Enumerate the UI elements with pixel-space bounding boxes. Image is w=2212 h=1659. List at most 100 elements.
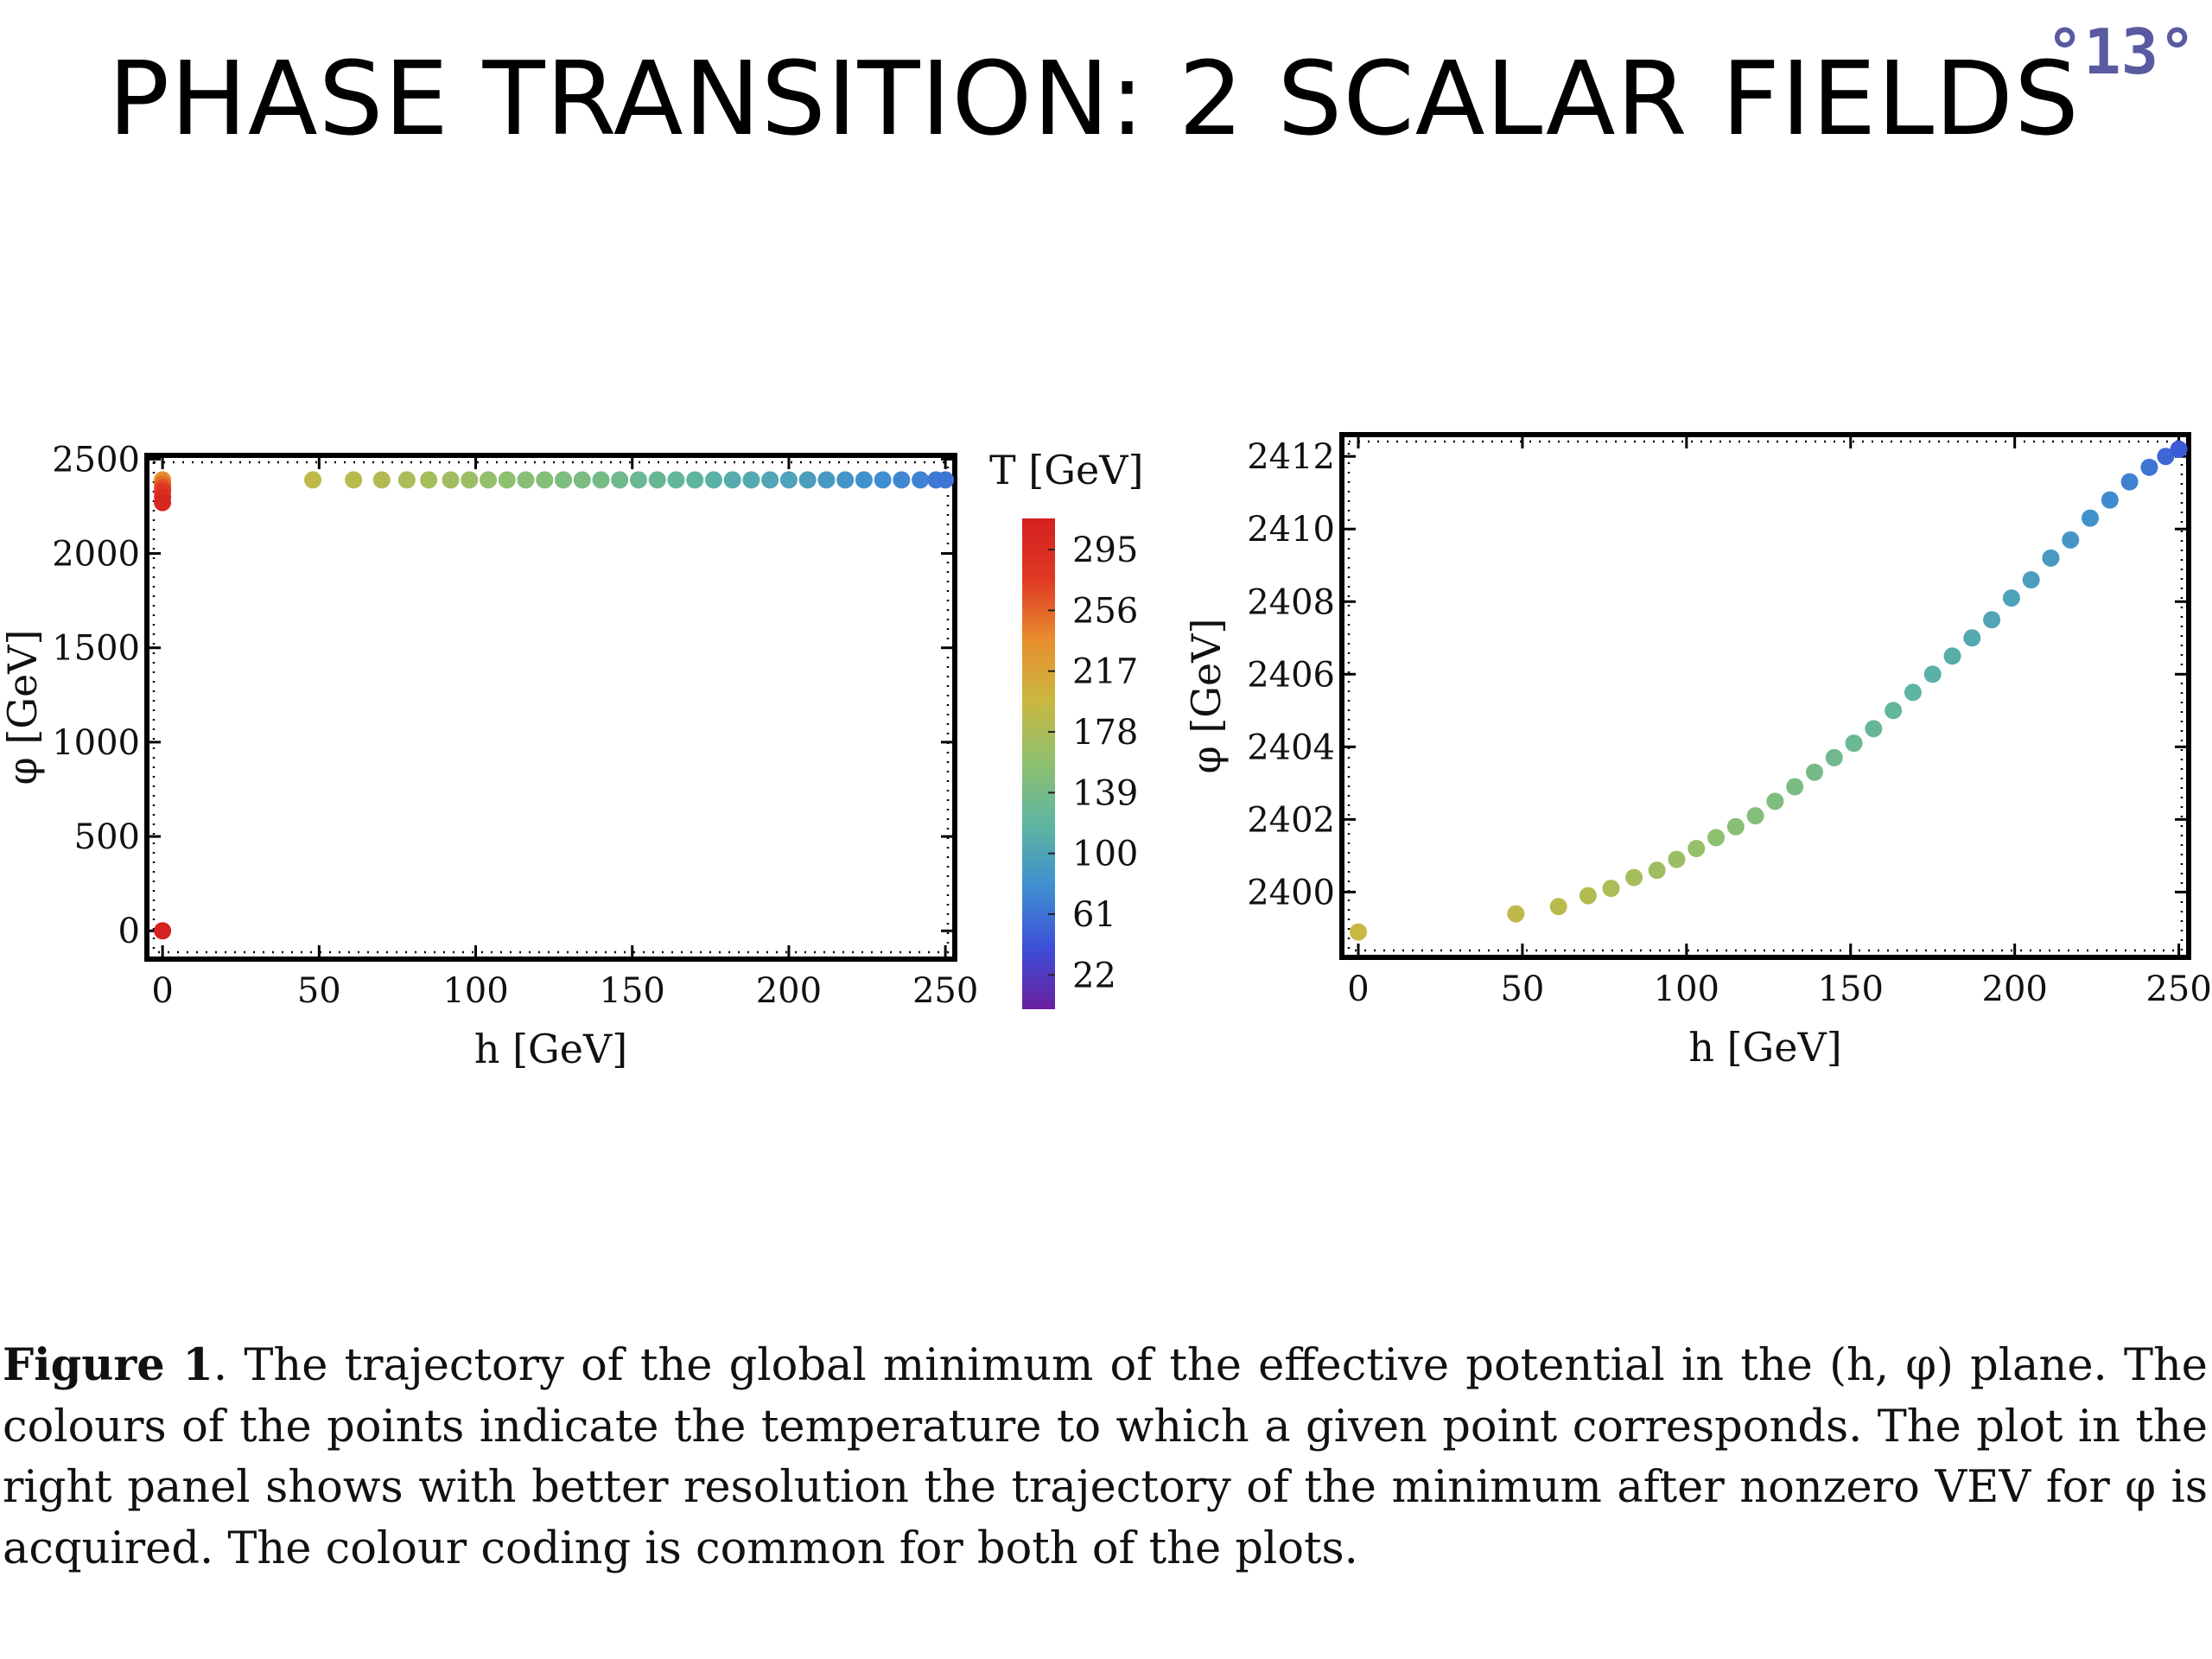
- y-tick-label: 2406: [1247, 655, 1335, 695]
- data-point: [893, 471, 911, 489]
- x-tick-label: 200: [756, 971, 822, 1011]
- colorbar-tick-label: 100: [1072, 835, 1138, 874]
- data-point: [1983, 611, 2001, 629]
- data-point: [779, 471, 798, 489]
- data-point: [629, 471, 647, 489]
- caption-label: Figure 1: [3, 1339, 213, 1391]
- data-point: [2002, 589, 2020, 607]
- data-point: [1845, 734, 1863, 753]
- data-point: [1668, 850, 1686, 868]
- data-point: [1648, 861, 1666, 880]
- colorbar: 22 61 100 139 178 217 256 295 T [GeV]: [989, 447, 1143, 1009]
- y-tick-label: 2412: [1247, 437, 1335, 477]
- x-tick-label: 100: [1654, 969, 1719, 1009]
- data-point: [1766, 792, 1784, 810]
- colorbar-tick-label: 178: [1072, 713, 1138, 753]
- data-point: [855, 471, 873, 489]
- y-tick-label: 500: [74, 817, 140, 857]
- data-point: [1688, 839, 1706, 857]
- data-point: [304, 471, 322, 489]
- x-tick-label: 200: [1982, 969, 2048, 1009]
- x-tick-label: 0: [1347, 969, 1369, 1009]
- colorbar-tick-label: 61: [1072, 895, 1116, 935]
- x-axis-label: h [GeV]: [1688, 1024, 1841, 1071]
- data-point: [912, 471, 930, 489]
- data-point: [1602, 880, 1620, 898]
- data-point: [1963, 629, 1981, 647]
- y-tick-label: 2400: [1247, 873, 1335, 912]
- data-point: [2042, 549, 2060, 567]
- data-point: [345, 471, 363, 489]
- colorbar-gradient: [1022, 518, 1055, 1009]
- slide-title: PHASE TRANSITION: 2 SCALAR FIELDS: [108, 39, 2080, 158]
- y-tick-label: 2000: [52, 535, 140, 575]
- data-point: [517, 471, 535, 489]
- data-point: [704, 471, 722, 489]
- data-point: [397, 471, 416, 489]
- y-tick-label: 2410: [1247, 510, 1335, 550]
- data-point: [554, 471, 572, 489]
- data-point: [648, 471, 666, 489]
- data-point: [761, 471, 779, 489]
- data-point: [1507, 905, 1525, 923]
- x-tick-label: 250: [912, 971, 978, 1011]
- data-point: [2120, 473, 2139, 491]
- data-point: [742, 471, 760, 489]
- x-tick-label: 150: [1818, 969, 1884, 1009]
- caption-text: . The trajectory of the global minimum o…: [3, 1340, 2208, 1574]
- y-axis-label: φ [GeV]: [1183, 619, 1230, 774]
- data-point: [1943, 647, 1961, 665]
- data-point: [536, 471, 554, 489]
- plot-frame: [144, 453, 957, 962]
- data-point: [442, 471, 460, 489]
- right-plot: 0 50 100 150 200 250 2400 2402 2404 2406 2408 2410 2…: [1183, 432, 2212, 1071]
- data-point: [1904, 683, 1922, 702]
- colorbar-tick-label: 217: [1072, 652, 1138, 692]
- data-point: [1923, 665, 1942, 683]
- data-point: [461, 471, 479, 489]
- x-tick-label: 0: [151, 971, 173, 1011]
- y-axis-label: φ [GeV]: [0, 630, 46, 785]
- x-axis-label: h [GeV]: [474, 1026, 627, 1072]
- x-tick-label: 50: [297, 971, 341, 1011]
- y-tick-label: 0: [118, 912, 140, 951]
- data-point: [1726, 817, 1745, 836]
- y-tick-label: 2500: [52, 440, 140, 480]
- y-tick-label: 2402: [1247, 800, 1335, 840]
- data-point: [498, 471, 516, 489]
- y-tick-label: 1000: [52, 723, 140, 763]
- figure-caption: Figure 1. The trajectory of the global m…: [3, 1335, 2208, 1580]
- colorbar-tick-label: 139: [1072, 773, 1138, 813]
- data-point: [1349, 923, 1367, 941]
- x-tick-label: 250: [2145, 969, 2211, 1009]
- data-point: [2022, 571, 2040, 589]
- data-point: [2082, 509, 2100, 527]
- x-tick-label: 50: [1500, 969, 1544, 1009]
- data-point: [937, 471, 955, 489]
- data-point: [592, 471, 610, 489]
- data-point: [1865, 720, 1883, 738]
- data-point: [372, 471, 391, 489]
- colorbar-tick-label: 22: [1072, 956, 1116, 995]
- data-point: [480, 471, 498, 489]
- data-point: [1707, 829, 1726, 847]
- data-point: [798, 471, 817, 489]
- data-point: [686, 471, 704, 489]
- data-point: [1746, 807, 1764, 825]
- y-tick-label: 1500: [52, 629, 140, 669]
- minor-ticks: [152, 461, 950, 954]
- data-point: [1825, 748, 1843, 766]
- data-point: [2062, 531, 2080, 549]
- data-point: [723, 471, 741, 489]
- data-point: [2170, 440, 2188, 458]
- x-tick-label: 150: [600, 971, 665, 1011]
- x-tick-label: 100: [442, 971, 508, 1011]
- data-point: [836, 471, 855, 489]
- slide-number: °13°: [2046, 16, 2196, 88]
- data-point: [573, 471, 591, 489]
- y-tick-label: 2404: [1247, 728, 1335, 767]
- colorbar-tick-label: 295: [1072, 531, 1138, 570]
- data-point: [2140, 458, 2158, 476]
